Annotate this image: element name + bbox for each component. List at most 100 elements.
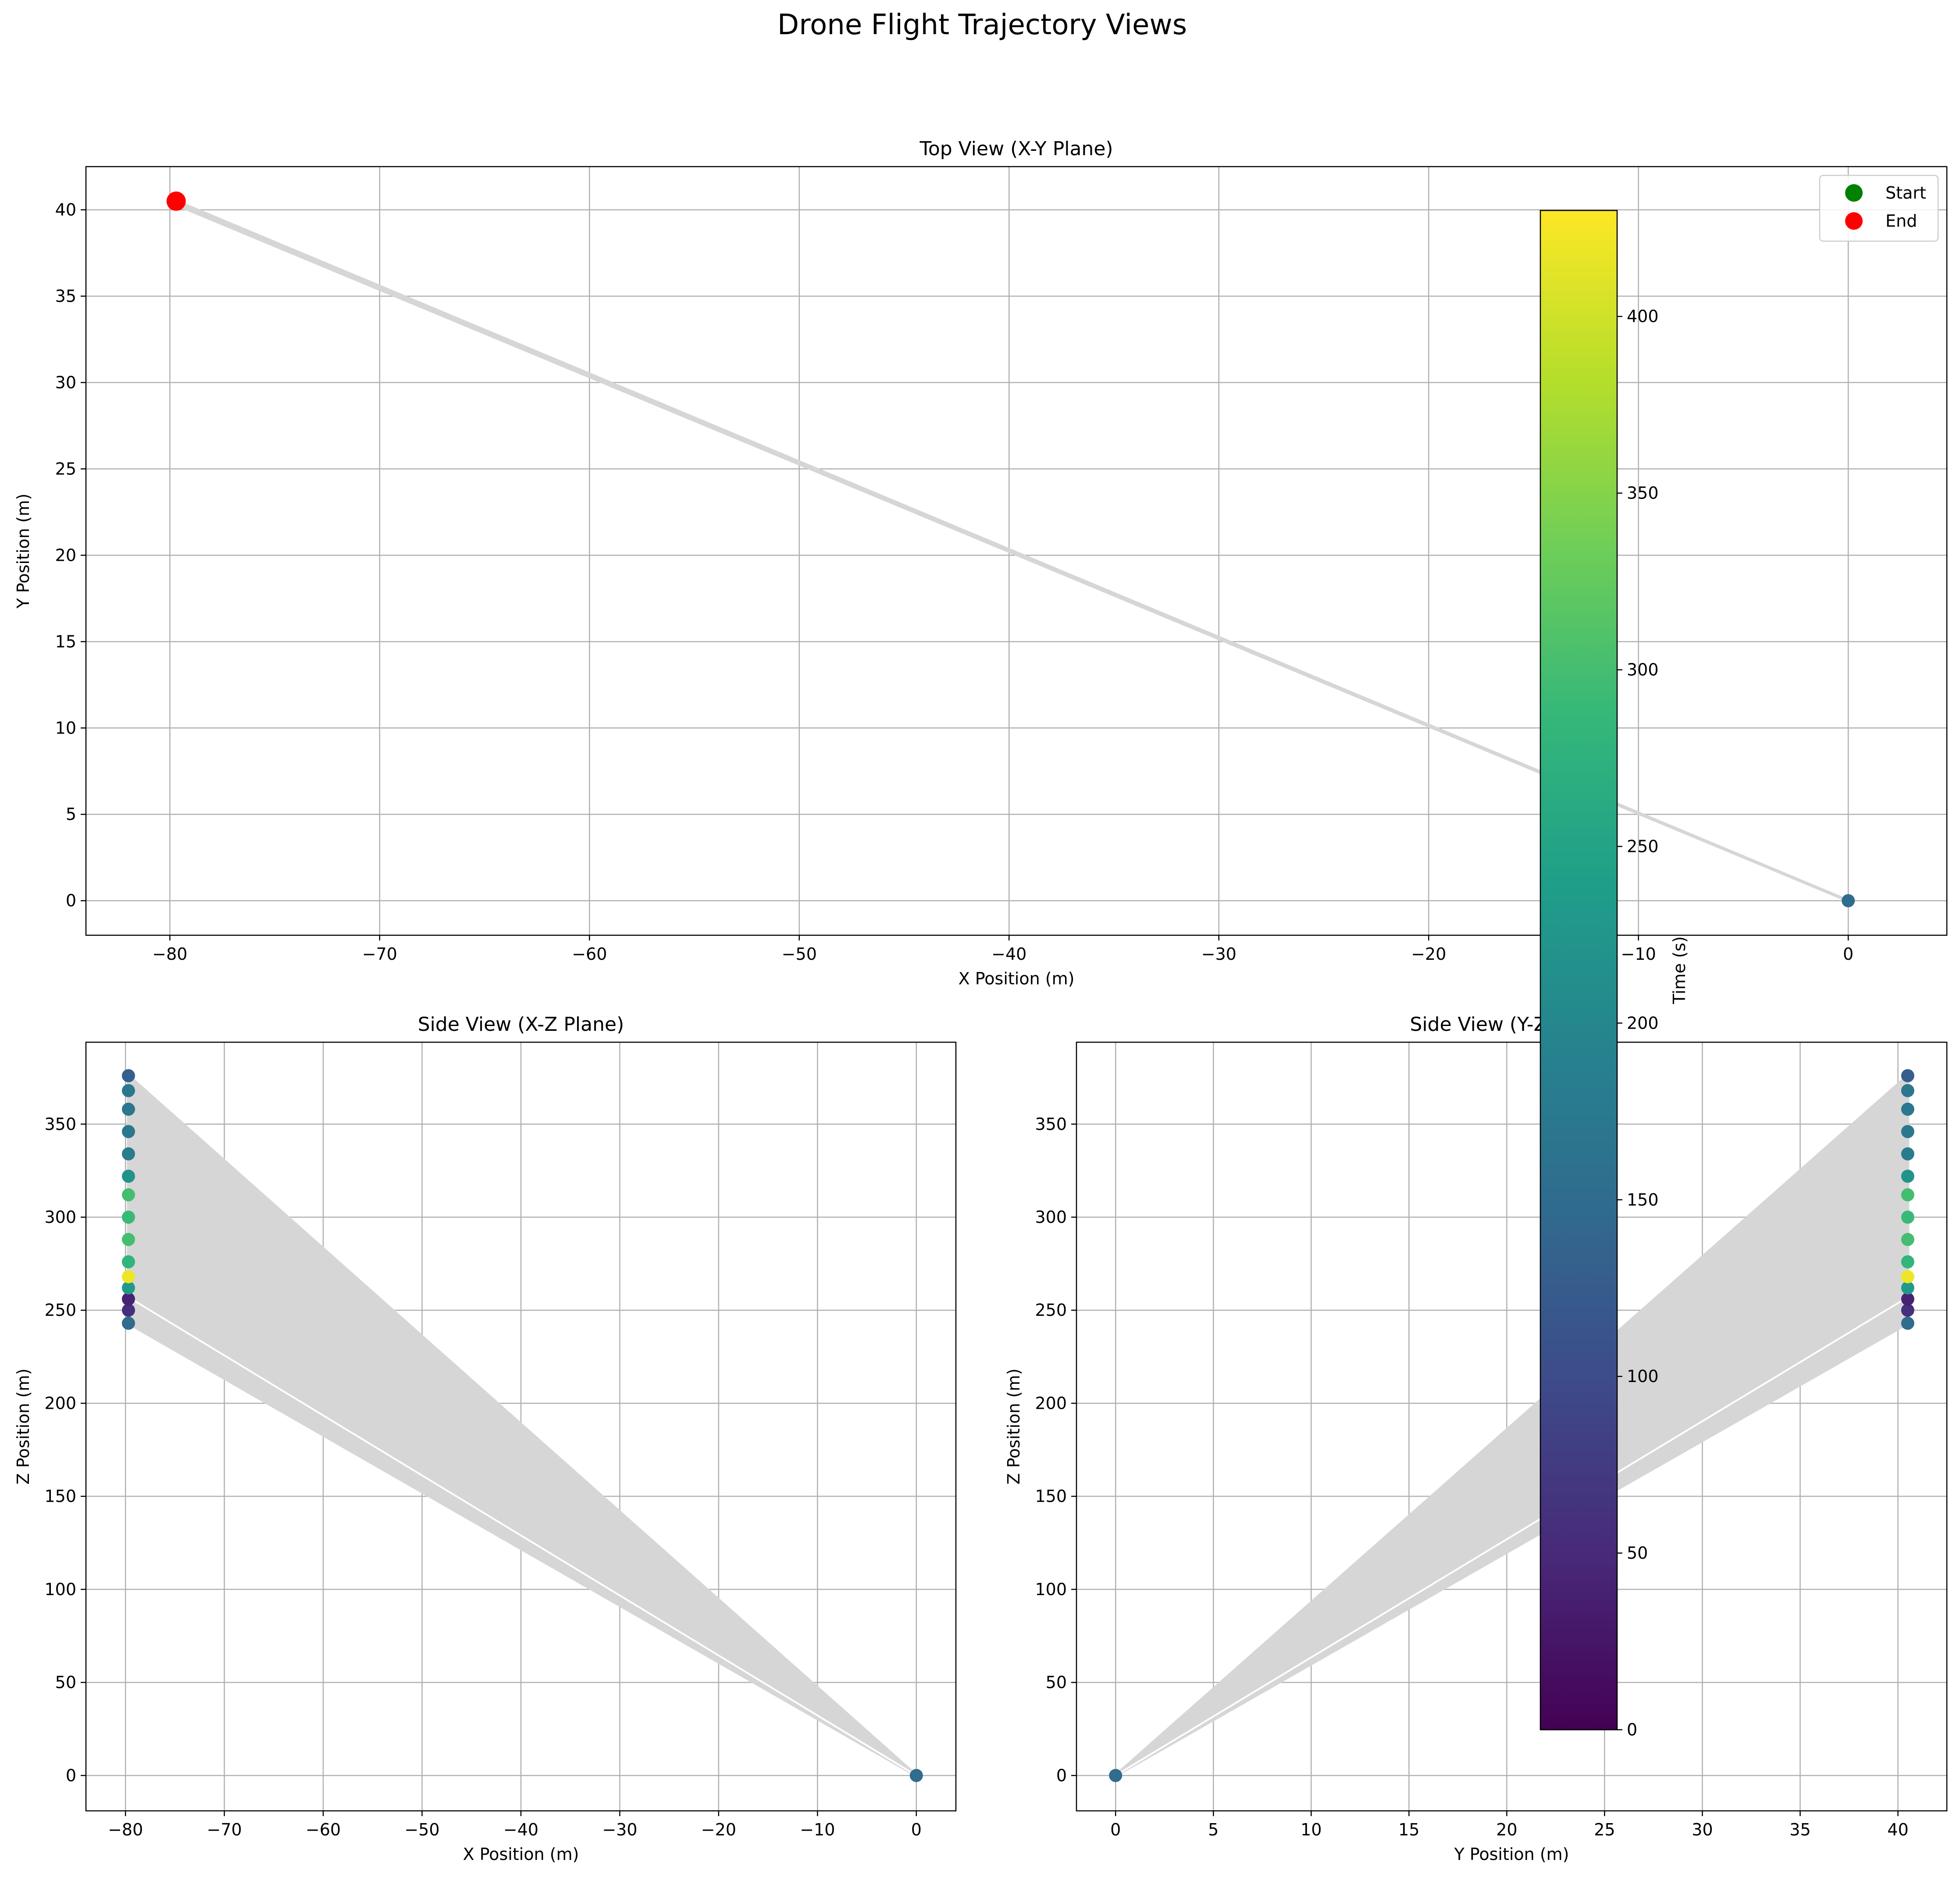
yz-xtick-label: 5 <box>1208 1820 1219 1839</box>
yz-scatter-points <box>1109 1069 1914 1782</box>
yz-xtick-label: 30 <box>1692 1820 1713 1839</box>
top-ytick-label: 15 <box>55 632 76 651</box>
xz-ytick-label: 350 <box>44 1115 76 1134</box>
legend-marker-start <box>1845 184 1863 202</box>
yz-data-point <box>1901 1316 1914 1330</box>
yz-data-point <box>1901 1169 1914 1183</box>
top-data-point <box>1842 894 1855 908</box>
xz-data-point <box>121 1210 135 1224</box>
yz-ytick-label: 150 <box>1035 1487 1067 1506</box>
top-view-panel: −80 −70 −60 −50 −40 −30 −20 −10 0 0 5 10 15 20 25 30 35 4… <box>14 138 1948 988</box>
yz-xtick-label: 10 <box>1301 1820 1322 1839</box>
yz-ytick-label: 300 <box>1035 1208 1067 1227</box>
top-ytick-label: 10 <box>55 718 76 737</box>
yz-data-point <box>1901 1281 1914 1295</box>
top-title: Top View (X-Y Plane) <box>919 138 1113 160</box>
yz-axes-frame <box>1076 1041 1948 1812</box>
top-xlabel: X Position (m) <box>959 969 1075 988</box>
yz-ytick-label: 50 <box>1046 1673 1067 1692</box>
xz-data-point <box>121 1255 135 1268</box>
xz-ytick-label: 200 <box>44 1393 76 1413</box>
xz-xlabel: X Position (m) <box>463 1845 579 1864</box>
xz-ytick-label: 0 <box>66 1766 76 1785</box>
yz-data-point <box>1901 1069 1914 1083</box>
top-axes-frame <box>85 166 1948 936</box>
xz-data-point <box>121 1304 135 1317</box>
xz-xtick-label: −30 <box>602 1820 637 1839</box>
xz-trajectory-edge <box>128 1296 917 1777</box>
xz-data-point <box>121 1316 135 1330</box>
yz-data-point <box>1901 1188 1914 1202</box>
yz-xtick-label: 40 <box>1887 1820 1908 1839</box>
top-xtick-label: −60 <box>572 944 607 964</box>
yz-xtick-label: 15 <box>1398 1820 1419 1839</box>
yz-xtick-label: 0 <box>1110 1820 1121 1839</box>
xz-ytick-label: 250 <box>44 1300 76 1320</box>
colorbar-tick-label: 400 <box>1627 307 1659 326</box>
top-ytick-label: 35 <box>55 286 76 306</box>
colorbar: 0 50 100 150 200 250 300 350 400 Time (s) <box>1539 210 1689 1739</box>
colorbar-gradient <box>1539 210 1618 1731</box>
xz-scatter-points <box>121 1069 923 1782</box>
yz-data-point <box>1901 1125 1914 1138</box>
yz-ytick-label: 200 <box>1035 1393 1067 1413</box>
yz-xtick-label: 25 <box>1594 1820 1615 1839</box>
xz-data-point <box>121 1069 135 1083</box>
figure-title: Drone Flight Trajectory Views <box>777 9 1187 41</box>
yz-data-point <box>1901 1102 1914 1116</box>
colorbar-tick-label: 350 <box>1627 484 1659 503</box>
yz-data-point <box>1901 1304 1914 1317</box>
side-view-xz-panel: −80 −70 −60 −50 −40 −30 −20 −10 0 0 50 100 150 200 250… <box>14 1013 957 1864</box>
xz-xtick-label: −60 <box>306 1820 341 1839</box>
xz-data-point <box>121 1233 135 1246</box>
top-ytick-label: 30 <box>55 373 76 392</box>
xz-xtick-label: 0 <box>911 1820 922 1839</box>
colorbar-tick-label: 100 <box>1627 1367 1659 1386</box>
top-ytick-label: 0 <box>66 891 76 910</box>
yz-xtick-label: 20 <box>1496 1820 1517 1839</box>
xz-ytick-label: 300 <box>44 1208 76 1227</box>
xz-data-point <box>121 1125 135 1138</box>
xz-data-point <box>909 1769 923 1782</box>
xz-data-point <box>121 1292 135 1306</box>
colorbar-tick-label: 50 <box>1627 1543 1648 1563</box>
yz-ytick-label: 0 <box>1056 1766 1067 1785</box>
xz-ytick-label: 100 <box>44 1580 76 1599</box>
xz-xtick-label: −20 <box>701 1820 736 1839</box>
yz-ytick-label: 250 <box>1035 1300 1067 1320</box>
xz-ytick-label: 50 <box>55 1673 76 1692</box>
yz-ytick-label: 350 <box>1035 1115 1067 1134</box>
top-legend: Start End <box>1819 175 1939 242</box>
top-ytick-label: 5 <box>66 805 76 824</box>
xz-xtick-label: −70 <box>207 1820 242 1839</box>
legend-marker-end <box>1845 212 1863 230</box>
colorbar-tick-label: 0 <box>1627 1720 1637 1739</box>
top-xtick-label: −40 <box>991 944 1026 964</box>
top-xtick-label: −50 <box>782 944 817 964</box>
yz-data-point <box>1901 1210 1914 1224</box>
top-xtick-label: −10 <box>1621 944 1656 964</box>
xz-data-point <box>121 1169 135 1183</box>
xz-xtick-label: −80 <box>108 1820 143 1839</box>
yz-data-point <box>1109 1769 1123 1782</box>
top-ytick-label: 40 <box>55 200 76 219</box>
xz-ylabel: Z Position (m) <box>14 1368 33 1485</box>
xz-data-point <box>121 1147 135 1161</box>
xz-data-point <box>121 1102 135 1116</box>
colorbar-label: Time (s) <box>1670 936 1689 1005</box>
yz-data-point <box>1901 1233 1914 1246</box>
yz-data-point <box>1901 1270 1914 1283</box>
yz-data-point <box>1901 1147 1914 1161</box>
colorbar-tick-label: 200 <box>1627 1013 1659 1033</box>
side-view-yz-panel: 0 5 10 15 20 25 30 35 40050100150200250300350Sid… <box>1004 1013 1948 1864</box>
xz-xtick-label: −10 <box>800 1820 835 1839</box>
xz-data-point <box>121 1188 135 1202</box>
yz-data-point <box>1901 1255 1914 1268</box>
top-xtick-label: 0 <box>1843 944 1853 964</box>
yz-trajectory-edge <box>1115 1296 1908 1777</box>
colorbar-tick-label: 300 <box>1627 660 1659 680</box>
top-ylabel: Y Position (m) <box>14 494 33 609</box>
xz-xtick-label: −50 <box>404 1820 439 1839</box>
